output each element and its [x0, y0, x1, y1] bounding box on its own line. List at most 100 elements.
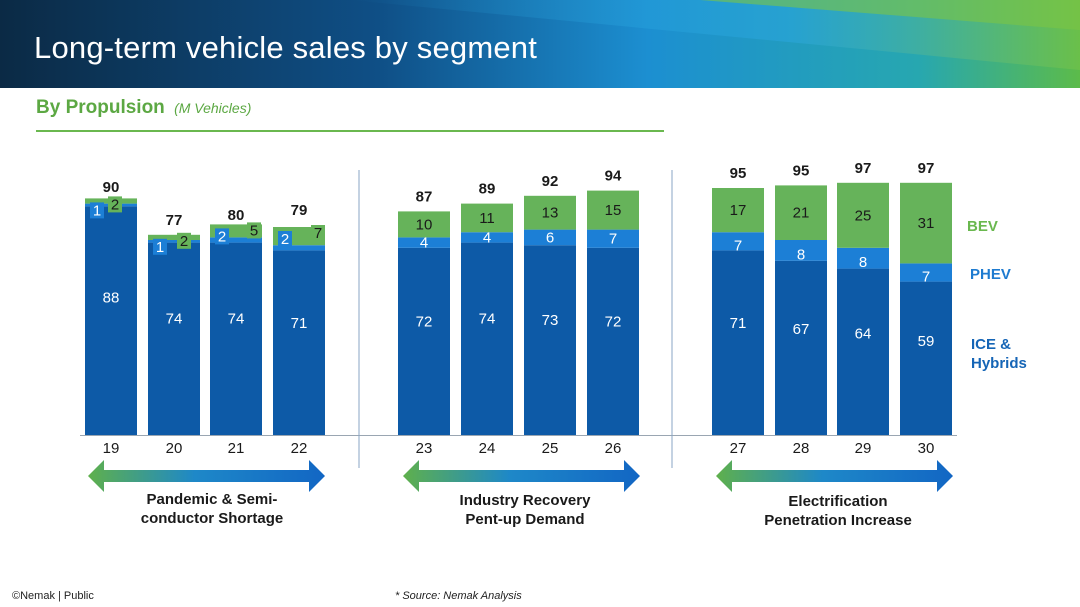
bar-bev	[900, 182, 952, 264]
bar-phev	[148, 240, 200, 243]
legend-phev: PHEV	[970, 266, 1011, 283]
x-tick-label: 30	[918, 440, 935, 457]
bar-bev	[837, 182, 889, 248]
data-label-bev: 17	[730, 202, 747, 219]
legend-bev: BEV	[967, 218, 998, 235]
data-label-ice: 59	[918, 333, 935, 350]
bar-ice	[461, 242, 513, 435]
data-label-bev: 11	[479, 210, 495, 227]
bar-bev	[712, 188, 764, 233]
bar-ice	[210, 242, 262, 435]
bar-phev	[461, 232, 513, 243]
data-label-ice: 71	[730, 315, 747, 332]
data-label-bev: 21	[793, 205, 810, 222]
bar-phev	[524, 229, 576, 246]
legend-ice-label: ICE & Hybrids	[971, 336, 1027, 372]
data-label-total: 89	[479, 181, 496, 198]
data-label-ice: 74	[166, 310, 183, 327]
x-tick-label: 25	[542, 440, 559, 457]
phase-line: Pent-up Demand	[465, 511, 585, 528]
data-label-phev: 4	[420, 235, 428, 252]
label-badge-bev	[247, 222, 261, 239]
phase-arrow	[403, 460, 640, 492]
bar-phev	[900, 263, 952, 282]
phase-line: Electrification	[788, 493, 888, 510]
bar-phev	[712, 232, 764, 251]
data-label-phev: 7	[734, 237, 742, 254]
bar-bev	[461, 203, 513, 233]
data-label-phev: 2	[281, 231, 289, 248]
subtitle-divider	[36, 130, 664, 132]
data-label-total: 92	[542, 173, 559, 190]
label-badge-phev	[278, 231, 292, 247]
bar-phev	[210, 237, 262, 243]
data-label-total: 97	[918, 160, 935, 177]
bar-ice	[775, 260, 827, 435]
data-label-ice: 67	[793, 321, 810, 338]
data-label-ice: 73	[542, 312, 559, 329]
label-badge-bev	[177, 232, 191, 249]
bar-bev	[775, 185, 827, 240]
data-label-bev: 2	[111, 196, 119, 213]
bar-ice	[524, 245, 576, 435]
bar-phev	[837, 247, 889, 269]
label-badge-bev	[108, 196, 122, 213]
bar-bev	[587, 190, 639, 230]
data-label-total: 95	[793, 162, 810, 179]
data-label-ice: 72	[605, 313, 622, 330]
page-title: Long-term vehicle sales by segment	[34, 30, 538, 65]
phase-line: Pandemic & Semi-	[146, 491, 278, 508]
bar-ice	[148, 242, 200, 435]
x-tick-label: 23	[416, 440, 433, 457]
data-label-ice: 71	[291, 315, 308, 332]
data-label-phev: 8	[859, 254, 867, 271]
phase-label-electrification: Electrification Penetration Increase	[738, 492, 938, 530]
x-tick-label: 21	[228, 440, 245, 457]
data-label-bev: 15	[605, 202, 622, 219]
data-label-total: 77	[166, 212, 183, 229]
x-tick-label: 27	[730, 440, 747, 457]
data-label-bev: 5	[250, 222, 258, 239]
x-tick-label: 28	[793, 440, 810, 457]
data-label-phev: 1	[156, 239, 164, 256]
footer-source: * Source: Nemak Analysis	[395, 590, 522, 602]
data-label-total: 97	[855, 160, 872, 177]
bar-ice	[900, 281, 952, 435]
x-tick-label: 26	[605, 440, 622, 457]
bar-ice	[712, 250, 764, 435]
data-label-ice: 72	[416, 313, 433, 330]
x-tick-label: 29	[855, 440, 872, 457]
bar-bev	[148, 234, 200, 240]
bar-ice	[273, 250, 325, 435]
subtitle-unit: (M Vehicles)	[174, 100, 252, 116]
phase-label-recovery: Industry Recovery Pent-up Demand	[425, 491, 625, 529]
x-tick-label: 24	[479, 440, 496, 457]
bar-bev	[398, 211, 450, 238]
data-label-total: 87	[416, 188, 433, 205]
data-label-phev: 6	[546, 229, 554, 246]
bar-phev	[775, 240, 827, 261]
data-label-total: 94	[605, 168, 622, 185]
data-label-bev: 10	[416, 216, 433, 233]
data-label-phev: 8	[797, 246, 805, 263]
subtitle-label: By Propulsion	[36, 97, 165, 118]
header-banner: Long-term vehicle sales by segment	[0, 0, 1080, 88]
bar-bev	[524, 195, 576, 230]
data-label-phev: 1	[93, 202, 101, 219]
data-label-phev: 4	[483, 229, 491, 246]
data-label-bev: 31	[918, 215, 935, 232]
x-tick-label: 20	[166, 440, 183, 457]
label-badge-bev	[311, 225, 325, 241]
data-label-ice: 74	[479, 310, 496, 327]
label-badge-phev	[215, 228, 229, 245]
data-label-total: 95	[730, 165, 747, 182]
header-gradient	[0, 0, 1080, 88]
data-label-ice: 88	[103, 289, 120, 306]
bar-ice	[85, 206, 137, 435]
data-label-phev: 7	[609, 231, 617, 248]
bar-ice	[837, 268, 889, 435]
data-label-bev: 7	[314, 225, 322, 242]
label-badge-phev	[90, 202, 104, 219]
label-badge-phev	[153, 238, 167, 255]
phase-arrow	[716, 460, 953, 492]
